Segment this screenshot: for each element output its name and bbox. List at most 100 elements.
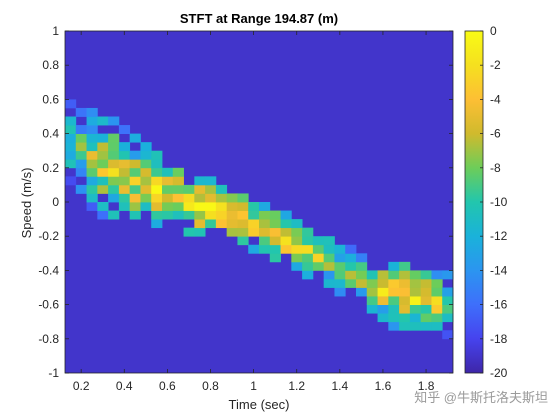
heatmap-cell (409, 313, 422, 323)
heatmap-cell (194, 210, 206, 220)
heatmap-cell (312, 244, 325, 254)
heatmap-cell (420, 321, 432, 331)
heatmap-cell (215, 202, 228, 211)
colorbar-tick-label: 0 (490, 24, 497, 38)
heatmap-cell (269, 227, 281, 237)
heatmap-cell (323, 278, 335, 288)
heatmap-cell (129, 193, 141, 203)
heatmap-cell (280, 244, 292, 254)
heatmap-cell (108, 184, 120, 194)
y-tick-label: -0.6 (38, 298, 59, 312)
heatmap-cell (108, 142, 120, 152)
heatmap-cell (205, 176, 217, 186)
heatmap-cell (312, 261, 325, 271)
heatmap-cell (183, 184, 195, 194)
heatmap-cell (409, 278, 422, 288)
heatmap-cell (129, 202, 141, 211)
heatmap-cell (172, 184, 184, 194)
heatmap-cell (442, 304, 454, 314)
heatmap-cell (323, 261, 335, 271)
heatmap-cell (345, 261, 357, 271)
heatmap-cell (162, 202, 174, 211)
heatmap-cell (151, 210, 163, 220)
heatmap-cell (269, 253, 281, 263)
heatmap-cell (356, 253, 368, 263)
heatmap-cell (248, 219, 260, 229)
heatmap-cell (162, 210, 174, 220)
heatmap-cell (356, 270, 368, 280)
heatmap-cell (366, 287, 378, 297)
y-tick-label: 0.8 (42, 58, 59, 72)
heatmap-cell (151, 219, 163, 229)
heatmap-cell (226, 210, 238, 220)
heatmap-cell (442, 287, 454, 297)
heatmap-cell (323, 236, 335, 246)
heatmap-cell (140, 193, 152, 203)
heatmap-cell (431, 278, 443, 288)
heatmap-cell (172, 193, 184, 203)
heatmap-cell (302, 253, 314, 263)
heatmap-cell (377, 296, 389, 305)
heatmap-cell (323, 244, 335, 254)
heatmap-cell (205, 184, 217, 194)
heatmap-cell (259, 236, 271, 246)
heatmap-cell (118, 159, 131, 169)
heatmap-cell (226, 219, 238, 229)
heatmap-cell (399, 287, 411, 297)
heatmap-cell (291, 261, 303, 271)
heatmap-cell (194, 184, 206, 194)
heatmap-cell (118, 176, 131, 186)
heatmap-cell (431, 321, 443, 331)
heatmap-cell (280, 227, 292, 237)
heatmap-cell (399, 278, 411, 288)
heatmap-cell (302, 270, 314, 280)
heatmap-cell (237, 193, 249, 203)
heatmap-cell (97, 202, 109, 211)
heatmap-cell (75, 142, 87, 152)
heatmap-cell (259, 210, 271, 220)
heatmap-cell (302, 236, 314, 246)
heatmap-cell (86, 142, 98, 152)
heatmap-cell (345, 270, 357, 280)
heatmap-cell (409, 321, 422, 331)
heatmap-cell (312, 236, 325, 246)
heatmap-cell (237, 202, 249, 211)
heatmap-cell (183, 193, 195, 203)
heatmap-cell (86, 167, 98, 177)
heatmap-cell (366, 296, 378, 305)
heatmap-cell (280, 210, 292, 220)
colorbar-tick-label: -8 (490, 161, 501, 175)
y-tick-label: 0.6 (42, 92, 59, 106)
heatmap-cell (388, 313, 400, 323)
heatmap-cell (172, 210, 184, 220)
heatmap-cell (65, 133, 77, 143)
heatmap-cell (334, 244, 346, 254)
heatmap-cell (86, 133, 98, 143)
y-tick-label: 0.2 (42, 161, 59, 175)
heatmap-cell (140, 159, 152, 169)
heatmap-cell (409, 270, 422, 280)
heatmap-cell (118, 142, 131, 152)
heatmap-cell (388, 270, 400, 280)
heatmap-cell (162, 193, 174, 203)
heatmap-cell (409, 287, 422, 297)
heatmap-cell (97, 176, 109, 186)
heatmap-cell (97, 210, 109, 220)
colorbar-tick-label: -12 (490, 229, 508, 243)
heatmap-cell (302, 244, 314, 254)
heatmap-cell (194, 176, 206, 186)
heatmap-cell (323, 270, 335, 280)
heatmap-cell (215, 219, 228, 229)
watermark: 知乎 @牛斯托洛夫斯坦 (414, 390, 548, 405)
heatmap-cell (334, 261, 346, 271)
heatmap-cell (269, 244, 281, 254)
heatmap-cell (431, 270, 443, 280)
heatmap-cell (388, 261, 400, 271)
heatmap-cell (420, 278, 432, 288)
heatmap-cell (291, 236, 303, 246)
colorbar-tick-label: -14 (490, 263, 508, 277)
x-axis: 0.2 0.4 0.6 0.8 1 1.2 1.4 1.6 1.8 (73, 31, 435, 393)
heatmap-cell (442, 270, 454, 280)
heatmap-cell (356, 278, 368, 288)
x-tick-label: 0.4 (116, 379, 133, 393)
